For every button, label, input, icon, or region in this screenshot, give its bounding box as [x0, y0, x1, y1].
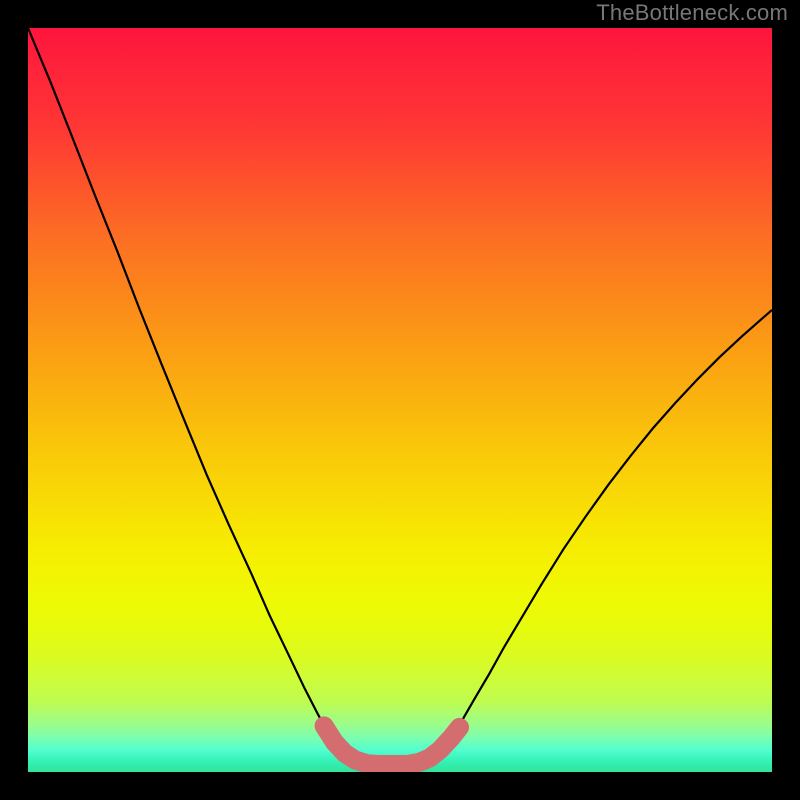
watermark-text: TheBottleneck.com [596, 0, 788, 26]
plot-svg [28, 28, 772, 772]
chart-frame: TheBottleneck.com [0, 0, 800, 800]
gradient-background [28, 28, 772, 772]
plot-area [28, 28, 772, 772]
